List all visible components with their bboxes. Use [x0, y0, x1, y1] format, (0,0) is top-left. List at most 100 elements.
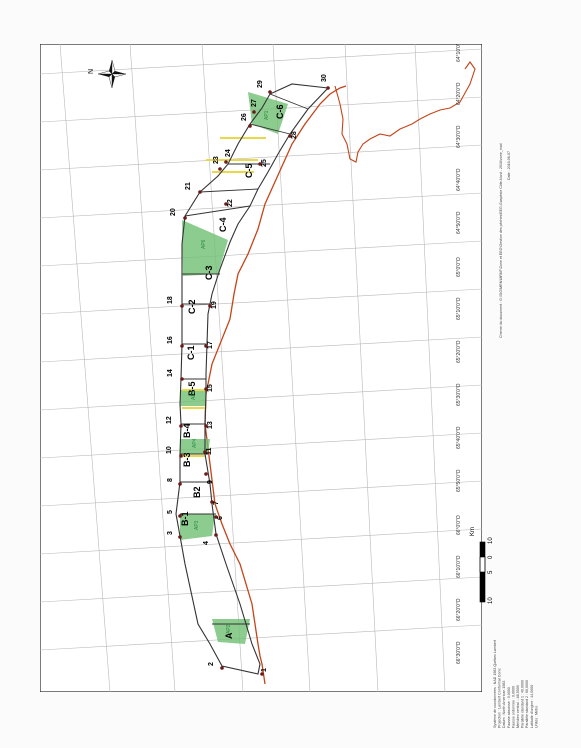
info-line: Parallèle standard 2 : 60,0000 — [525, 680, 529, 728]
boundary-point-marker — [220, 666, 224, 670]
document-path-text: Chemin du document : G:\SIG\MRN\MRNF\Zon… — [499, 143, 503, 338]
boundary-point-number: 20 — [170, 208, 177, 216]
boundary-point-number: 7 — [213, 501, 220, 505]
right-coordinate-label: 66°10'0"O — [456, 555, 462, 578]
boundary-point-number: 25 — [261, 159, 268, 167]
boundary-point-marker — [204, 344, 208, 348]
ap-label: AP3 — [194, 520, 200, 530]
boundary-point-marker — [180, 344, 184, 348]
boundary-point-number: 23 — [213, 156, 220, 164]
boundary-point-marker — [179, 454, 183, 458]
info-line: Parallèle standard 1 : 46,0000 — [521, 680, 525, 728]
boundary-point-marker — [183, 216, 187, 220]
boundary-point-marker — [204, 387, 208, 391]
boundary-point-number: 18 — [167, 296, 174, 304]
boundary-point-marker — [179, 424, 183, 428]
right-coordinate-label: 66°20'0"O — [456, 598, 462, 621]
boundary-point-marker — [204, 424, 208, 428]
study-boundary — [175, 83, 330, 675]
scale-unit: Km — [470, 527, 476, 536]
boundary-point-marker — [248, 124, 252, 128]
boundary-point-number: 8 — [167, 478, 174, 482]
boundary-point-number: 5 — [167, 510, 174, 514]
boundary-point-marker — [204, 472, 208, 476]
boundary-point-number: 13 — [207, 421, 214, 429]
right-coordinate-label: 66°0'0"O — [456, 515, 462, 535]
graticule — [39, 43, 483, 693]
boundary-point-marker — [214, 515, 218, 519]
zone-label: B-1 — [180, 511, 190, 526]
zone-ap4 — [180, 439, 210, 454]
zone-label: B-3 — [182, 452, 192, 467]
boundary-point-marker — [260, 672, 264, 676]
right-coordinate-label: 64°30'0"O — [456, 125, 462, 148]
zone-ap6 — [182, 220, 228, 276]
boundary-point-marker — [214, 533, 218, 537]
boundary-point-marker — [180, 377, 184, 381]
scale-tick-3: 10 — [488, 537, 494, 544]
boundary-point-marker — [203, 450, 207, 454]
boundary-point-number: 22 — [227, 199, 234, 207]
zone-label: C-4 — [218, 217, 228, 232]
boundary-point-number: 16 — [167, 336, 174, 344]
boundary-point-number: 21 — [185, 182, 192, 190]
info-line: Latitude d'origine : 44,0000 — [530, 685, 534, 728]
boundary-point-marker — [198, 190, 202, 194]
info-line: Unités : Mètre — [534, 706, 538, 728]
document-date: Date : 2016-06-07 — [507, 151, 511, 180]
boundary-point-number: 24 — [225, 149, 232, 157]
boundary-point-marker — [178, 535, 182, 539]
zone-ap2 — [212, 619, 250, 644]
boundary-point-number: 17 — [207, 341, 214, 349]
coastline-east — [334, 61, 476, 163]
zone-ap3 — [180, 514, 215, 540]
right-coordinate-label: 65°40'0"O — [456, 426, 462, 449]
zone-label: C-6 — [275, 104, 285, 119]
north-arrow: N — [88, 59, 127, 89]
zone-label: C-2 — [187, 299, 197, 314]
boundary-point-number: 4 — [203, 541, 210, 545]
right-coordinate-label: 65°50'0"O — [456, 469, 462, 492]
scale-bar-block: 10 5 0 10 Km — [460, 522, 520, 632]
green-zones — [180, 92, 288, 644]
boundary-point-marker — [258, 162, 262, 166]
boundary-point-marker — [178, 482, 182, 486]
zone-ap1 — [248, 92, 288, 134]
boundary-point-marker — [326, 86, 330, 90]
boundary-point-marker — [210, 500, 214, 504]
left-coordinate-labels: 64°10'0"O 64°20'0"O 64°30'0"O 64°40'0"O 64°5… — [456, 39, 462, 664]
zone-label: C-5 — [244, 163, 254, 178]
right-coordinate-label: 65°20'0"O — [456, 340, 462, 363]
ap-label: AP5 — [191, 390, 197, 400]
boundary-point-marker — [208, 304, 212, 308]
boundary-point-number: 2 — [208, 662, 215, 666]
boundary-point-marker — [224, 202, 228, 206]
boundary-point-number: 12 — [166, 416, 173, 424]
info-block: Système de coordonnées : NAD 1983 Québec… — [488, 620, 548, 730]
right-coordinate-label: 65°30'0"O — [456, 383, 462, 406]
boundary-point-number: 27 — [251, 99, 258, 107]
boundary-point-number: 11 — [206, 447, 213, 455]
info-line: Projection : Lambert Conformal Conic — [498, 668, 502, 728]
map-frame: 1 2 3 4 5 6 7 8 9 10 11 12 13 14 15 16 17 18 19 20 21 22 23 24 2… — [39, 18, 511, 693]
scale-tick-1: 5 — [488, 570, 494, 574]
right-coordinate-label: 64°40'0"O — [456, 168, 462, 191]
ap-labels: AP1 AP2 AP3 AP4 AP5 AP6 — [191, 110, 270, 634]
right-coordinate-label: 64°10'0"O — [456, 44, 462, 62]
boundary-point-marker — [288, 134, 292, 138]
boundary-point-number: 9 — [207, 480, 214, 484]
boundary-point-marker — [180, 304, 184, 308]
zone-ap5 — [180, 390, 206, 406]
boundary-point-number: 30 — [321, 74, 328, 82]
info-line: Fausse ordonnée : 0,0000 — [511, 686, 515, 728]
zone-label: A — [224, 632, 234, 639]
zone-label: C-3 — [204, 265, 214, 280]
map-border — [39, 43, 483, 693]
coastline — [204, 85, 347, 685]
ap-label: AP4 — [192, 438, 198, 448]
scale-tick-0: 10 — [488, 597, 494, 604]
ap-label: AP2 — [226, 624, 232, 634]
info-line: Datum : North American 1983 — [502, 681, 506, 728]
